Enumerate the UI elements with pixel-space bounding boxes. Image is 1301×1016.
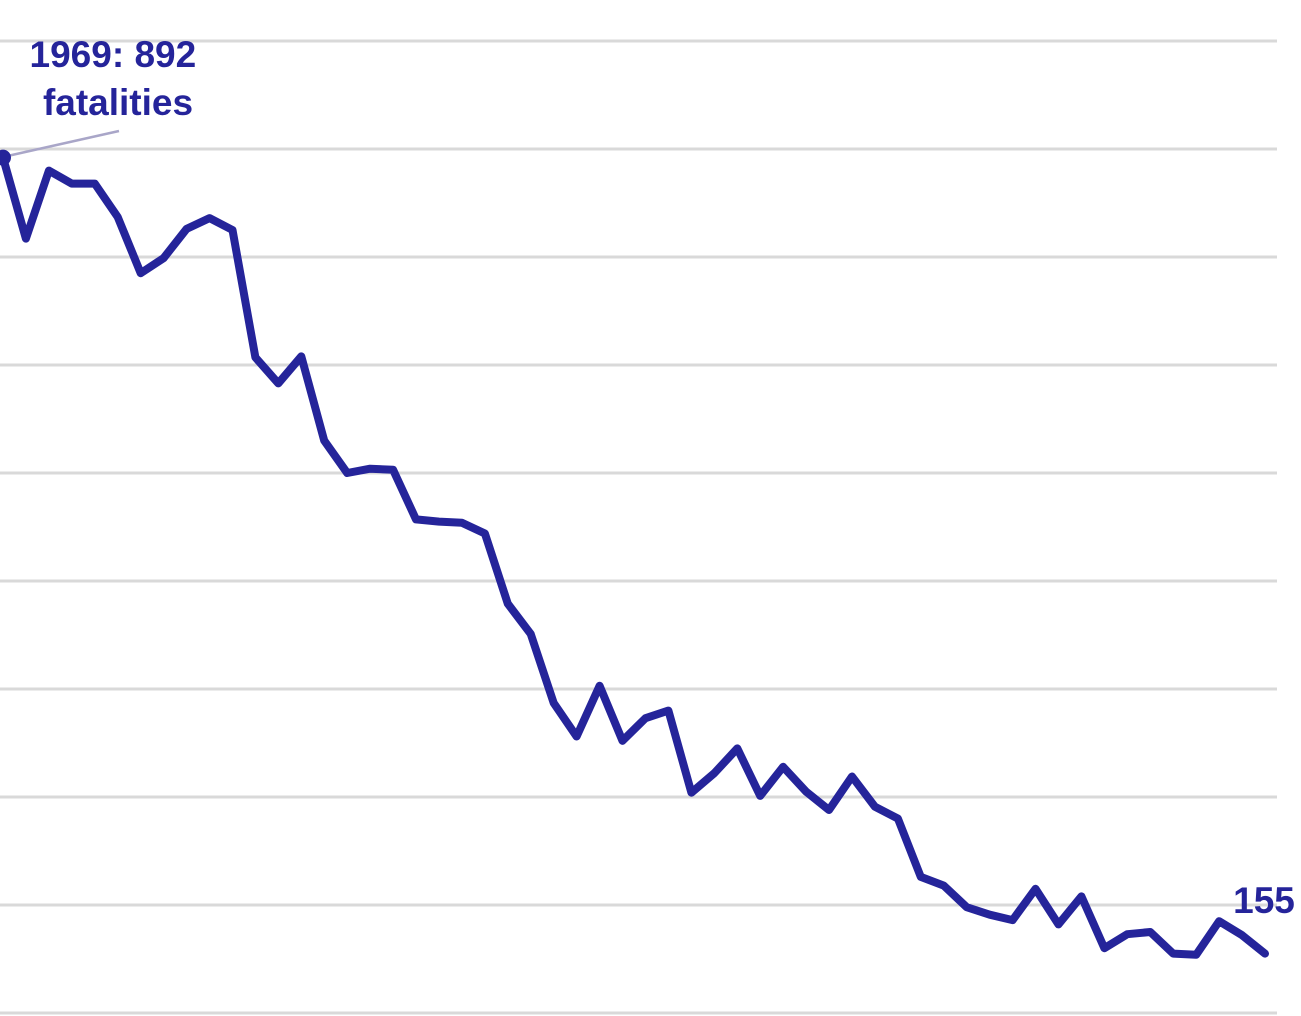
series-line <box>0 153 1269 959</box>
start-annotation-line1: 1969: 892 <box>30 34 197 75</box>
start-point-marker <box>0 149 11 166</box>
start-annotation-line2: fatalities <box>43 82 193 123</box>
gridlines <box>0 39 1277 1015</box>
end-value-label: 155 <box>1233 880 1295 921</box>
start-annotation: 1969: 892 fatalities <box>30 34 207 123</box>
annotation-leader-line <box>2 129 120 159</box>
